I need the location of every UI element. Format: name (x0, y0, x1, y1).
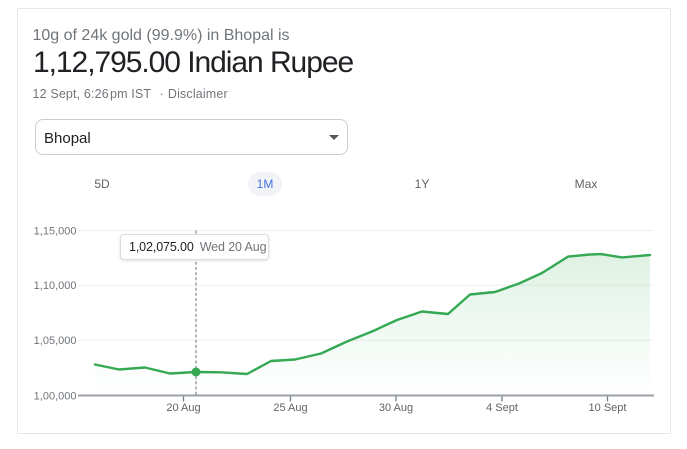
svg-text:1,05,000: 1,05,000 (34, 335, 77, 347)
svg-text:1,00,000: 1,00,000 (34, 390, 77, 402)
svg-text:25 Aug: 25 Aug (273, 402, 307, 414)
svg-text:1,10,000: 1,10,000 (34, 280, 77, 292)
svg-text:4 Sept: 4 Sept (486, 402, 518, 414)
svg-text:10 Sept: 10 Sept (589, 402, 627, 414)
svg-text:30 Aug: 30 Aug (379, 402, 413, 414)
svg-text:20 Aug: 20 Aug (166, 402, 200, 414)
svg-text:1,15,000: 1,15,000 (34, 226, 77, 238)
